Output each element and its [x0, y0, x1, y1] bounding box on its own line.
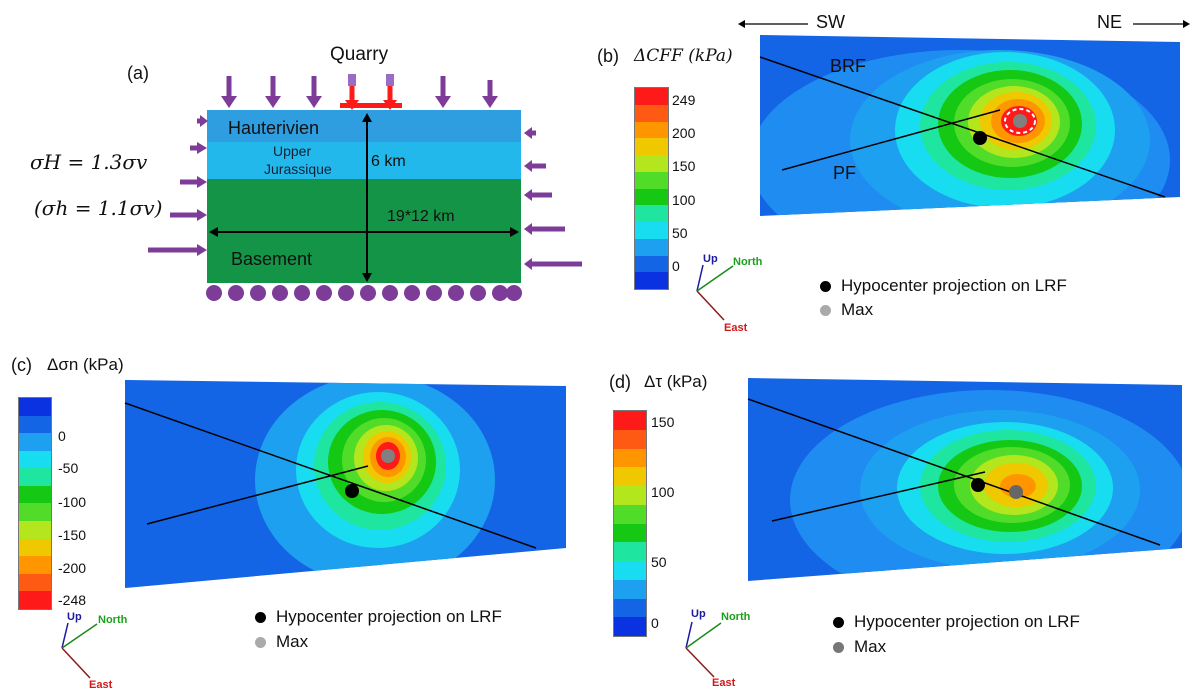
vertical-load-arrows: [221, 76, 498, 108]
legend-max: Max: [833, 637, 886, 657]
panel-b-label: (b): [597, 46, 619, 66]
legend-max: Max: [820, 300, 873, 320]
cff-tick: 150: [672, 158, 696, 174]
sigma-h-equation: (σh = 1.1σv): [34, 196, 163, 220]
left-stress-arrows: [148, 115, 208, 256]
layer-label-jurassique: Jurassique: [264, 161, 332, 177]
roller-supports: [206, 285, 522, 301]
normal-tick: -50: [58, 460, 79, 476]
legend-hypocenter: Hypocenter projection on LRF: [820, 276, 1067, 296]
colorbar-normal-stress: [18, 397, 52, 610]
size-label: 19*12 km: [387, 208, 455, 225]
shear-pf-line: [771, 471, 986, 522]
shear-tick: 50: [651, 554, 667, 570]
legend-hypocenter-label: Hypocenter projection on LRF: [841, 276, 1067, 295]
triad-up: Up: [703, 253, 718, 265]
colorbar-shear-stress: [613, 410, 647, 637]
normal-tick: -100: [58, 494, 87, 510]
dimension-arrows: [209, 113, 519, 282]
cff-tick: 100: [672, 192, 696, 208]
legend-max-dot: [820, 304, 831, 316]
layer-label-basement: Basement: [231, 249, 313, 269]
max-marker: [381, 449, 395, 463]
legend-hypocenter-dot: [820, 280, 831, 292]
cff-tick: 50: [672, 225, 688, 241]
shear-brf-line: [747, 398, 1161, 546]
panel-d-title: Δτ (kPa): [644, 372, 708, 391]
shear-tick: 100: [651, 484, 675, 500]
cff-tick: 200: [672, 125, 696, 141]
legend-max-dot: [255, 636, 266, 648]
direction-sw: SW: [816, 12, 845, 32]
sigma-H-equation: σH = 1.3σv: [30, 150, 148, 174]
triad-up: Up: [691, 608, 706, 620]
legend-max: Max: [255, 632, 308, 652]
panel-d-label: (d): [609, 372, 631, 392]
legend-hypocenter-label: Hypocenter projection on LRF: [276, 607, 502, 626]
max-marker: [1009, 485, 1023, 499]
triad-up: Up: [67, 611, 82, 623]
fault-label-pf: PF: [833, 163, 857, 183]
legend-hypocenter: Hypocenter projection on LRF: [833, 612, 1080, 632]
normal-tick: 0: [58, 428, 66, 444]
fault-label-brf: BRF: [830, 56, 866, 76]
panel-c-label: (c): [11, 355, 32, 375]
legend-hypocenter-label: Hypocenter projection on LRF: [854, 612, 1080, 631]
legend-hypocenter-dot: [255, 611, 266, 623]
legend-hypocenter-dot: [833, 616, 844, 628]
brf-fault-line: [759, 56, 1166, 198]
cff-tick: 0: [672, 258, 680, 274]
shear-tick: 150: [651, 414, 675, 430]
direction-ne: NE: [1097, 12, 1123, 32]
legend-max-dot: [833, 641, 844, 653]
legend-max-label: Max: [854, 637, 887, 656]
legend-max-label: Max: [276, 632, 309, 651]
triad-east: East: [89, 679, 113, 691]
depth-label: 6 km: [371, 153, 406, 170]
normal-tick: -248: [58, 592, 87, 608]
hypocenter-marker: [345, 484, 359, 498]
panel-b-title: ΔCFF (kPa): [634, 46, 733, 66]
legend-max-label: Max: [841, 300, 874, 319]
quarry-label: Quarry: [330, 44, 389, 65]
colorbar-cff: [634, 87, 669, 290]
panel-c-title: Δσn (kPa): [47, 355, 124, 374]
triad-north: North: [733, 256, 763, 268]
triad-north: North: [98, 614, 128, 626]
hypocenter-marker: [971, 478, 985, 492]
max-marker: [1013, 114, 1027, 128]
cff-tick: 249: [672, 92, 696, 108]
right-stress-arrows: [524, 127, 582, 270]
normal-pf-line: [146, 465, 369, 525]
panel-a-label: (a): [127, 63, 149, 83]
layer-upper-jurassique: [207, 142, 521, 179]
hypocenter-marker: [973, 131, 987, 145]
normal-tick: -150: [58, 527, 87, 543]
layer-label-upper: Upper: [273, 143, 312, 159]
legend-hypocenter: Hypocenter projection on LRF: [255, 607, 502, 627]
quarry-load-bar: [340, 103, 402, 108]
layer-hauterivien: [207, 110, 521, 142]
shear-tick: 0: [651, 615, 659, 631]
triad-east: East: [712, 677, 736, 689]
pf-fault-line: [781, 109, 1001, 171]
triad-north: North: [721, 611, 751, 623]
layer-label-hauterivien: Hauterivien: [228, 118, 320, 138]
triad-east: East: [724, 322, 748, 334]
normal-tick: -200: [58, 560, 87, 576]
